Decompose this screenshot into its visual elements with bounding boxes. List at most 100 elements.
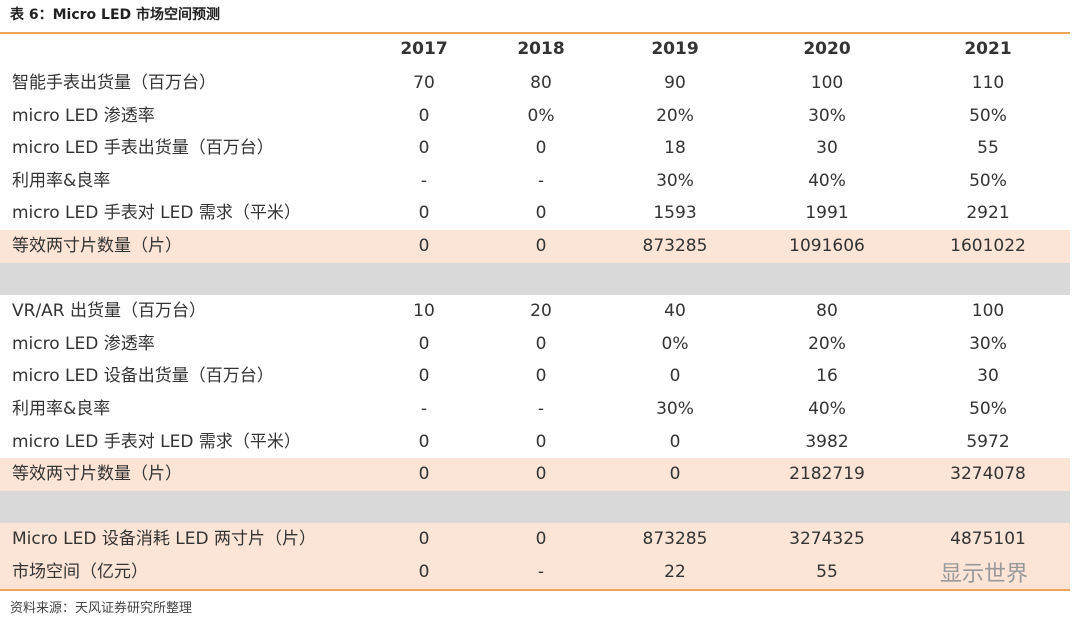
cell-value: 873285 — [642, 529, 708, 550]
cell-value: 55 — [816, 562, 838, 582]
row-label: 市场空间（亿元） — [12, 562, 148, 582]
row-label: micro LED 手表对 LED 需求（平米） — [12, 203, 301, 224]
cell-value: 0 — [535, 529, 547, 550]
cell-value: 1593 — [653, 203, 697, 224]
cell-value: - — [537, 562, 545, 582]
cell-value: 40% — [808, 170, 846, 191]
cell-value: 0 — [535, 333, 547, 354]
cell-value: 0 — [418, 236, 430, 256]
cell-value: 80 — [816, 301, 838, 322]
source-note: 资料来源：天风证券研究所整理 — [10, 601, 193, 616]
cell-value: 30% — [969, 333, 1007, 354]
cell-value: 0 — [418, 138, 430, 159]
cell-value: 0% — [661, 333, 689, 354]
cell-value: 0 — [418, 464, 430, 485]
cell-value: 30% — [808, 105, 846, 126]
cell-value: 110 — [971, 73, 1005, 93]
cell-value: 100 — [971, 301, 1005, 322]
row-label: Micro LED 设备消耗 LED 两寸片（片） — [12, 529, 316, 550]
row-label: 智能手表出货量（百万台） — [12, 73, 216, 93]
cell-value: 90 — [664, 73, 686, 93]
cell-value: 80 — [530, 73, 552, 93]
cell-value: 70 — [413, 73, 435, 93]
watermark: 显示世界 — [940, 562, 1029, 587]
cell-value: 0 — [669, 431, 681, 452]
cell-value: 40 — [664, 301, 686, 322]
cell-value: 2182719 — [789, 464, 865, 485]
cell-value: 50% — [969, 105, 1007, 126]
cell-value: 0 — [535, 464, 547, 485]
cell-value: 0 — [535, 138, 547, 159]
cell-value: 0 — [418, 431, 430, 452]
row-label: micro LED 渗透率 — [12, 333, 155, 354]
row-highlight — [0, 230, 1070, 263]
cell-value: 18 — [664, 138, 686, 159]
column-header: 2018 — [517, 39, 565, 59]
cell-value: 0 — [418, 529, 430, 550]
cell-value: 0 — [418, 366, 430, 387]
row-label: 利用率&良率 — [12, 399, 111, 419]
column-header: 2019 — [651, 39, 699, 59]
cell-value: 4875101 — [950, 529, 1026, 550]
row-label: micro LED 设备出货量（百万台） — [12, 366, 274, 387]
cell-value: 30% — [656, 170, 694, 191]
column-header: 2017 — [400, 39, 448, 59]
cell-value: 20 — [530, 301, 552, 322]
top-rule — [0, 32, 1070, 34]
cell-value: 50% — [969, 170, 1007, 191]
row-label: micro LED 手表对 LED 需求（平米） — [12, 431, 301, 452]
cell-value: 0 — [418, 105, 430, 126]
cell-value: 30% — [656, 399, 694, 419]
row-highlight — [0, 556, 1070, 589]
cell-value: 1091606 — [789, 236, 865, 256]
cell-value: 100 — [810, 73, 844, 93]
cell-value: 0 — [535, 366, 547, 387]
cell-value: 0 — [418, 562, 430, 582]
table-title: 表 6：Micro LED 市场空间预测 — [10, 7, 221, 23]
cell-value: 30 — [816, 138, 838, 159]
cell-value: 0 — [669, 366, 681, 387]
row-label: VR/AR 出货量（百万台） — [12, 301, 207, 322]
cell-value: 3982 — [805, 431, 849, 452]
cell-value: 0 — [418, 333, 430, 354]
column-header: 2020 — [803, 39, 851, 59]
cell-value: 0 — [535, 236, 547, 256]
cell-value: - — [537, 170, 545, 191]
cell-value: 10 — [413, 301, 435, 322]
cell-value: 1991 — [805, 203, 849, 224]
cell-value: 0 — [535, 203, 547, 224]
cell-value: 2921 — [966, 203, 1010, 224]
cell-value: 22 — [664, 562, 686, 582]
row-highlight — [0, 523, 1070, 556]
cell-value: 0% — [527, 105, 555, 126]
cell-value: 55 — [977, 138, 999, 159]
cell-value: - — [420, 399, 428, 419]
cell-value: 5972 — [966, 431, 1010, 452]
cell-value: 0 — [418, 203, 430, 224]
cell-value: 40% — [808, 399, 846, 419]
cell-value: 873285 — [642, 236, 708, 256]
row-label: 等效两寸片数量（片） — [12, 236, 182, 256]
cell-value: - — [420, 170, 428, 191]
separator-row — [0, 490, 1070, 524]
cell-value: 1601022 — [950, 236, 1026, 256]
row-highlight — [0, 458, 1070, 491]
column-header: 2021 — [964, 39, 1012, 59]
row-label: 等效两寸片数量（片） — [12, 464, 182, 485]
cell-value: 50% — [969, 399, 1007, 419]
cell-value: 30 — [977, 366, 999, 387]
row-label: 利用率&良率 — [12, 170, 111, 191]
cell-value: 20% — [808, 333, 846, 354]
cell-value: 16 — [816, 366, 838, 387]
row-label: micro LED 手表出货量（百万台） — [12, 138, 274, 159]
cell-value: 3274325 — [789, 529, 865, 550]
cell-value: 0 — [669, 464, 681, 485]
separator-row — [0, 262, 1070, 296]
cell-value: - — [537, 399, 545, 419]
cell-value: 20% — [656, 105, 694, 126]
row-label: micro LED 渗透率 — [12, 105, 155, 126]
cell-value: 0 — [535, 431, 547, 452]
cell-value: 3274078 — [950, 464, 1026, 485]
bottom-rule — [0, 589, 1070, 591]
